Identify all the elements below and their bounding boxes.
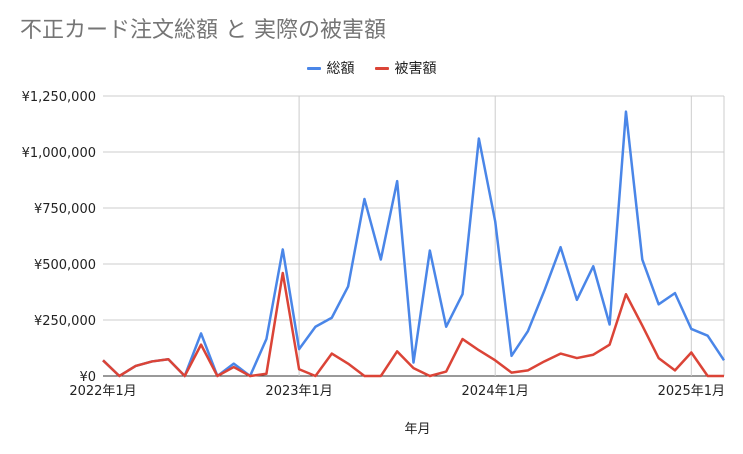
y-tick-label: ¥1,000,000 [22, 146, 96, 161]
x-tick-label: 2023年1月 [265, 384, 332, 399]
y-tick-label: ¥0 [79, 370, 96, 385]
y-tick-label: ¥250,000 [34, 314, 96, 329]
y-tick-label: ¥750,000 [34, 202, 96, 217]
legend-swatch-damage [374, 66, 389, 70]
series-line-total [102, 110, 726, 378]
legend-swatch-total [306, 66, 321, 70]
y-tick-label: ¥1,250,000 [22, 90, 96, 105]
legend-label-total: 総額 [326, 61, 355, 77]
y-tick-label: ¥500,000 [34, 258, 96, 273]
x-tick-label: 2025年1月 [658, 384, 725, 399]
x-axis-title: 年月 [404, 422, 430, 437]
legend: 総額 被害額 [0, 58, 743, 78]
x-tick-label: 2024年1月 [462, 384, 529, 399]
legend-item-total: 総額 [306, 58, 355, 78]
chart-title: 不正カード注文総額 と 実際の被害額 [20, 18, 386, 43]
legend-label-damage: 被害額 [394, 61, 437, 77]
series-line-damage [102, 271, 724, 378]
legend-item-damage: 被害額 [374, 58, 437, 78]
x-tick-label: 2022年1月 [69, 384, 136, 399]
